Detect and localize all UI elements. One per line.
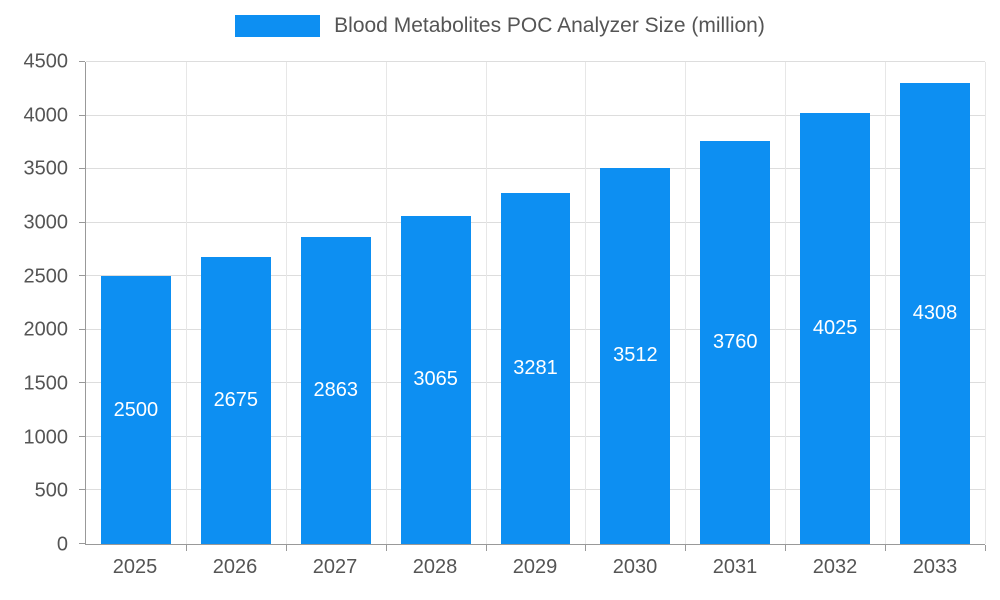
axis-tick	[79, 382, 85, 384]
y-axis-label: 2000	[23, 318, 69, 341]
axis-tick	[885, 545, 887, 551]
bar-value-label: 2500	[113, 398, 159, 421]
gridline	[86, 114, 985, 116]
bar-value-label: 3281	[513, 356, 558, 379]
x-axis-label: 2028	[412, 556, 458, 578]
x-axis-label: 2029	[512, 556, 558, 578]
bar: 3512	[600, 167, 671, 544]
bar: 4025	[800, 112, 871, 544]
bar: 2500	[100, 276, 171, 544]
y-axis-label: 1000	[23, 426, 69, 449]
axis-tick	[985, 545, 986, 551]
bar-value-label: 2863	[313, 379, 358, 402]
gridline	[185, 62, 187, 544]
y-axis-label: 500	[34, 479, 68, 502]
gridline	[285, 62, 287, 544]
x-axis-label: 2032	[812, 556, 858, 578]
y-axis-label: 4500	[23, 50, 69, 73]
x-axis-label: 2033	[912, 556, 958, 578]
axis-tick	[285, 545, 287, 551]
axis-tick	[79, 61, 85, 62]
x-axis-label: 2027	[312, 556, 358, 578]
gridline	[86, 61, 985, 62]
bar-value-label: 3512	[613, 344, 658, 367]
x-axis-label: 2031	[712, 556, 758, 578]
bar: 2863	[300, 237, 371, 544]
gridline	[985, 62, 986, 544]
gridline	[885, 62, 887, 544]
axis-tick	[485, 545, 487, 551]
axis-tick	[585, 545, 587, 551]
bar-value-label: 4308	[912, 301, 958, 324]
x-axis-label: 2026	[212, 556, 258, 578]
bar: 3281	[500, 192, 571, 544]
bar: 3065	[400, 215, 471, 544]
bar-value-label: 3760	[713, 331, 758, 354]
y-axis-label: 3500	[23, 157, 69, 180]
axis-tick	[79, 168, 85, 170]
axis-tick	[785, 545, 787, 551]
axis-tick	[79, 328, 85, 330]
bar: 2675	[200, 257, 271, 544]
axis-tick	[79, 489, 85, 491]
y-axis-label: 2500	[23, 265, 69, 288]
y-axis-label: 1500	[23, 372, 69, 395]
axis-tick	[79, 221, 85, 223]
x-axis-label: 2030	[612, 556, 658, 578]
gridline	[86, 168, 985, 170]
y-axis-labels: 0 500 1000 1500 2000 2500 3000 3500 4000 4500	[0, 51, 76, 556]
axis-tick	[185, 545, 187, 551]
axis-tick	[79, 435, 85, 437]
bar-value-label: 3065	[413, 368, 458, 391]
plot-area: 2500 2675 2863 3065 3281 3512 3760 4025 4308	[79, 61, 986, 551]
axis-tick	[79, 543, 85, 544]
x-axis-labels: 2025 2026 2027 2028 2029 2030 2031 2032 2033	[85, 552, 985, 588]
axis-tick	[79, 114, 85, 116]
axis-tick	[685, 545, 687, 551]
gridline	[385, 62, 387, 544]
axis-tick	[79, 275, 85, 277]
gridline	[785, 62, 787, 544]
gridline	[685, 62, 687, 544]
x-axis-label: 2025	[112, 556, 158, 578]
y-axis-label: 3000	[23, 211, 69, 234]
axis-tick	[385, 545, 387, 551]
y-axis-label: 4000	[23, 104, 69, 127]
gridline	[485, 62, 487, 544]
legend-label: Blood Metabolites POC Analyzer Size (mil…	[334, 14, 765, 37]
gridline	[585, 62, 587, 544]
bar-value-label: 2675	[213, 389, 259, 412]
bar-value-label: 4025	[812, 316, 858, 339]
bar: 4308	[900, 82, 971, 544]
y-axis-label: 0	[56, 533, 68, 556]
legend-swatch	[235, 15, 321, 37]
bar: 3760	[700, 141, 771, 544]
legend: Blood Metabolites POC Analyzer Size (mil…	[0, 14, 1000, 38]
